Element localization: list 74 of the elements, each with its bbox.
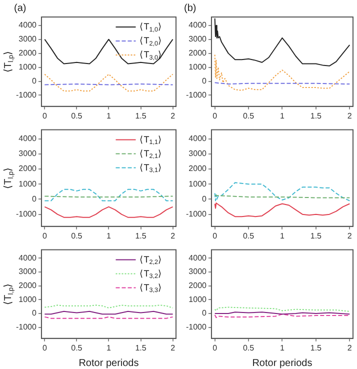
y-tick-label: 1000 [188, 179, 208, 188]
y-tick-label: 0 [202, 308, 208, 318]
y-tick-label: 4000 [188, 253, 208, 262]
x-tick-label: 0 [42, 231, 48, 240]
y-tick-label: 3000 [18, 267, 38, 276]
y-tick-label: 2000 [188, 48, 208, 58]
y-tick-label: 3000 [188, 267, 208, 276]
y-tick-label: 4000 [18, 20, 38, 30]
x-axis-title: Rotor periods [252, 358, 312, 369]
x-tick-label: 1.5 [135, 231, 147, 240]
x-tick-label: 1.5 [310, 343, 322, 352]
y-tick-label: -1000 [16, 322, 38, 332]
x-tick-label: 1 [106, 111, 112, 120]
y-tick-label: 0 [32, 76, 38, 86]
y-tick-label: 2000 [188, 164, 208, 174]
x-tick-label: 2 [347, 343, 352, 352]
x-tick-label: 0.5 [242, 231, 255, 240]
y-tick-label: 2000 [18, 164, 38, 174]
x-tick-label: 1 [280, 343, 286, 352]
y-tick-label: 0 [202, 76, 208, 86]
y-tick-label: 0 [32, 194, 38, 204]
chart-title: (a) [14, 2, 26, 14]
x-tick-label: 1.5 [310, 231, 322, 240]
y-tick-label: 3000 [18, 34, 38, 44]
x-tick-label: 1.5 [310, 111, 322, 120]
y-tick-label: 2000 [18, 48, 38, 58]
line-series [44, 188, 174, 202]
x-axis-title: Rotor periods [78, 358, 139, 369]
x-tick-label: 0.5 [71, 343, 83, 352]
y-tick-label: 0 [32, 308, 38, 318]
x-tick-label: 2 [347, 111, 352, 120]
x-tick-label: 1 [280, 231, 286, 240]
x-tick-label: 0.5 [242, 343, 255, 352]
x-tick-label: 0 [212, 343, 218, 352]
x-tick-label: 2 [170, 231, 176, 240]
x-tick-label: 0.5 [71, 111, 83, 120]
y-tick-label: 1000 [18, 294, 38, 304]
x-tick-label: 2 [170, 111, 176, 120]
y-tick-label: 3000 [18, 149, 38, 158]
x-tick-label: 0 [212, 231, 218, 240]
line-series [44, 74, 174, 92]
x-tick-label: 2 [170, 343, 176, 352]
y-tick-label: -1000 [186, 322, 208, 332]
y-tick-label: 4000 [188, 20, 208, 30]
y-tick-label: 1000 [18, 62, 38, 72]
x-tick-label: 2 [347, 231, 352, 240]
y-tick-label: -1000 [186, 210, 208, 219]
chart-title: (b) [184, 2, 196, 14]
y-tick-label: 3000 [188, 34, 208, 44]
x-tick-label: 0 [42, 111, 48, 120]
y-tick-label: 1000 [18, 179, 38, 188]
y-tick-label: -1000 [16, 210, 38, 219]
x-tick-label: 0.5 [71, 231, 83, 240]
line-series [214, 182, 350, 202]
y-tick-label: 0 [202, 194, 208, 204]
y-tick-label: 4000 [188, 134, 208, 144]
x-tick-label: 0.5 [242, 111, 255, 120]
x-tick-label: 0 [212, 111, 218, 120]
x-tick-label: 1 [106, 343, 112, 352]
x-tick-label: 1.5 [135, 343, 147, 352]
y-tick-label: 4000 [18, 253, 38, 262]
y-tick-label: 2000 [188, 280, 208, 290]
x-tick-label: 1.5 [135, 111, 147, 120]
y-tick-label: 3000 [188, 149, 208, 158]
y-tick-label: 1000 [188, 62, 208, 72]
x-tick-label: 0 [42, 343, 48, 352]
y-tick-label: -1000 [16, 90, 38, 100]
x-tick-label: 1 [106, 231, 112, 240]
y-tick-label: -1000 [186, 90, 208, 100]
y-tick-label: 4000 [18, 134, 38, 144]
y-tick-label: 1000 [188, 294, 208, 304]
y-tick-label: 2000 [18, 280, 38, 290]
x-tick-label: 1 [280, 111, 286, 120]
line-series [214, 54, 350, 91]
